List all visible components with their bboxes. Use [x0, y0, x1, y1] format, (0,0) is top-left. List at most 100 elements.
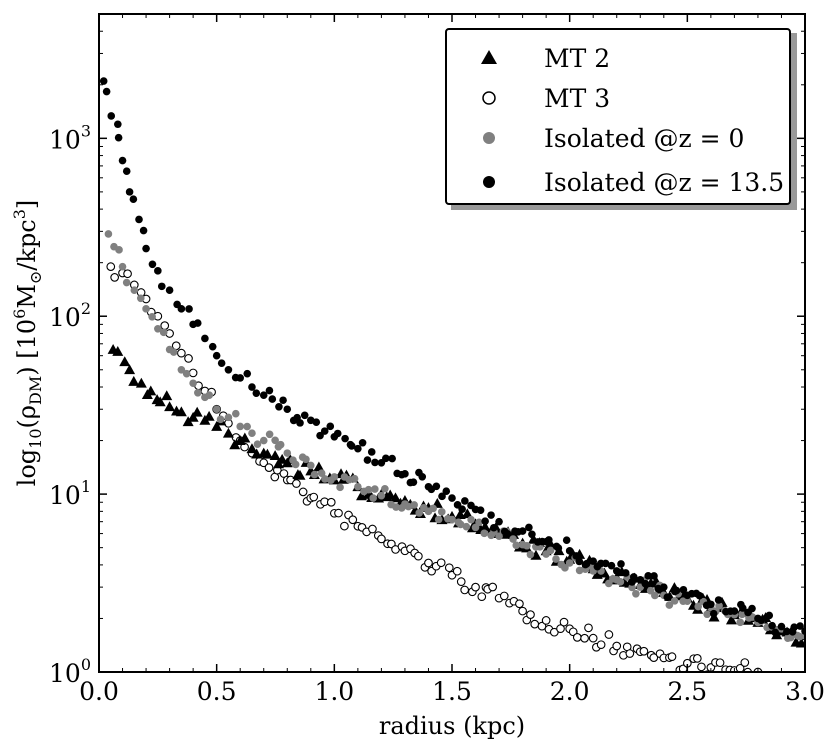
point-isolated-z-13-5	[738, 604, 747, 612]
point-mt-2	[128, 375, 140, 386]
point-isolated-z-0	[248, 429, 256, 437]
point-mt-2	[187, 411, 199, 422]
point-mt-3	[639, 646, 649, 656]
point-isolated-z-13-5	[312, 418, 321, 426]
point-mt-3	[596, 640, 606, 650]
y-tick-label: 100	[49, 655, 91, 688]
point-isolated-z-13-5	[139, 226, 148, 235]
point-mt-3	[559, 617, 569, 627]
point-mt-2	[191, 406, 203, 417]
point-isolated-z-13-5	[165, 286, 174, 295]
point-isolated-z-0	[259, 436, 268, 445]
point-isolated-z-0	[434, 515, 443, 524]
point-isolated-z-0	[169, 348, 178, 356]
point-isolated-z-13-5	[102, 87, 111, 96]
point-mt-3	[488, 582, 498, 592]
point-mt-3	[541, 616, 551, 625]
point-isolated-z-0	[715, 602, 723, 610]
point-mt-2	[276, 453, 288, 464]
x-tick-label: 0.5	[197, 677, 237, 706]
point-mt-2	[135, 377, 147, 388]
point-mt-3	[667, 652, 677, 662]
point-mt-3	[452, 566, 462, 576]
point-isolated-z-0	[307, 461, 315, 470]
point-isolated-z-13-5	[487, 511, 495, 519]
point-isolated-z-0	[456, 520, 465, 529]
point-isolated-z-13-5	[554, 544, 563, 552]
point-mt-3	[160, 321, 170, 330]
x-tick-label: 2.5	[667, 677, 707, 706]
point-isolated-z-13-5	[768, 621, 776, 630]
point-isolated-z-0	[616, 578, 625, 586]
point-mt-3	[518, 606, 527, 616]
point-isolated-z-13-5	[476, 506, 485, 515]
point-isolated-z-13-5	[589, 557, 597, 565]
point-isolated-z-0	[381, 484, 389, 493]
point-isolated-z-0	[136, 294, 145, 303]
point-mt-3	[735, 663, 745, 672]
point-isolated-z-13-5	[259, 391, 268, 399]
point-isolated-z-0	[182, 369, 191, 378]
point-isolated-z-13-5	[545, 536, 553, 544]
point-isolated-z-0	[194, 389, 202, 397]
point-isolated-z-13-5	[790, 623, 798, 631]
point-mt-2	[145, 385, 157, 396]
point-mt-2	[269, 450, 281, 460]
point-mt-3	[572, 633, 582, 642]
point-isolated-z-13-5	[644, 572, 653, 580]
point-mt-3	[377, 534, 386, 544]
point-isolated-z-0	[236, 422, 244, 431]
point-isolated-z-0	[552, 555, 560, 563]
point-mt-3	[309, 492, 319, 502]
point-isolated-z-13-5	[672, 586, 681, 595]
point-mt-3	[649, 653, 659, 662]
legend-marker-isolated	[483, 176, 495, 188]
point-isolated-z-0	[377, 491, 386, 500]
point-isolated-z-0	[480, 529, 489, 538]
point-mt-3	[326, 497, 336, 507]
point-isolated-z-0	[512, 541, 521, 550]
point-isolated-z-0	[415, 509, 424, 517]
point-isolated-z-13-5	[660, 583, 668, 591]
point-isolated-z-0	[448, 515, 456, 524]
point-isolated-z-13-5	[154, 267, 162, 275]
point-isolated-z-0	[546, 546, 555, 555]
point-mt-2	[384, 489, 396, 500]
point-mt-3	[106, 262, 116, 271]
point-isolated-z-13-5	[621, 569, 630, 577]
point-mt-3	[515, 599, 524, 609]
point-isolated-z-0	[317, 469, 326, 478]
point-isolated-z-0	[651, 591, 659, 600]
point-mt-3	[499, 591, 509, 601]
point-isolated-z-13-5	[438, 492, 446, 501]
point-isolated-z-13-5	[777, 622, 786, 631]
point-isolated-z-0	[523, 541, 531, 550]
point-isolated-z-0	[130, 286, 139, 295]
point-isolated-z-0	[738, 610, 746, 619]
point-isolated-z-13-5	[461, 497, 469, 505]
point-isolated-z-13-5	[279, 396, 287, 405]
point-isolated-z-0	[369, 494, 377, 502]
y-tick-label: 102	[49, 299, 91, 332]
point-isolated-z-13-5	[714, 596, 723, 604]
y-axis: 100 101 102 103	[49, 13, 805, 688]
point-mt-3	[612, 641, 622, 651]
point-isolated-z-0	[231, 409, 240, 418]
point-isolated-z-13-5	[582, 559, 591, 568]
point-isolated-z-13-5	[320, 427, 329, 435]
data-points	[99, 77, 805, 672]
point-isolated-z-0	[694, 602, 702, 611]
point-isolated-z-13-5	[142, 244, 150, 253]
point-mt-3	[740, 658, 750, 667]
point-isolated-z-13-5	[796, 622, 804, 630]
point-mt-3	[414, 551, 423, 561]
point-isolated-z-0	[122, 278, 131, 287]
point-isolated-z-13-5	[783, 627, 791, 636]
point-isolated-z-0	[189, 379, 197, 388]
point-mt-3	[298, 487, 308, 497]
point-isolated-z-0	[475, 518, 483, 527]
point-isolated-z-13-5	[333, 429, 342, 438]
point-isolated-z-13-5	[224, 365, 233, 374]
point-isolated-z-13-5	[528, 530, 536, 539]
